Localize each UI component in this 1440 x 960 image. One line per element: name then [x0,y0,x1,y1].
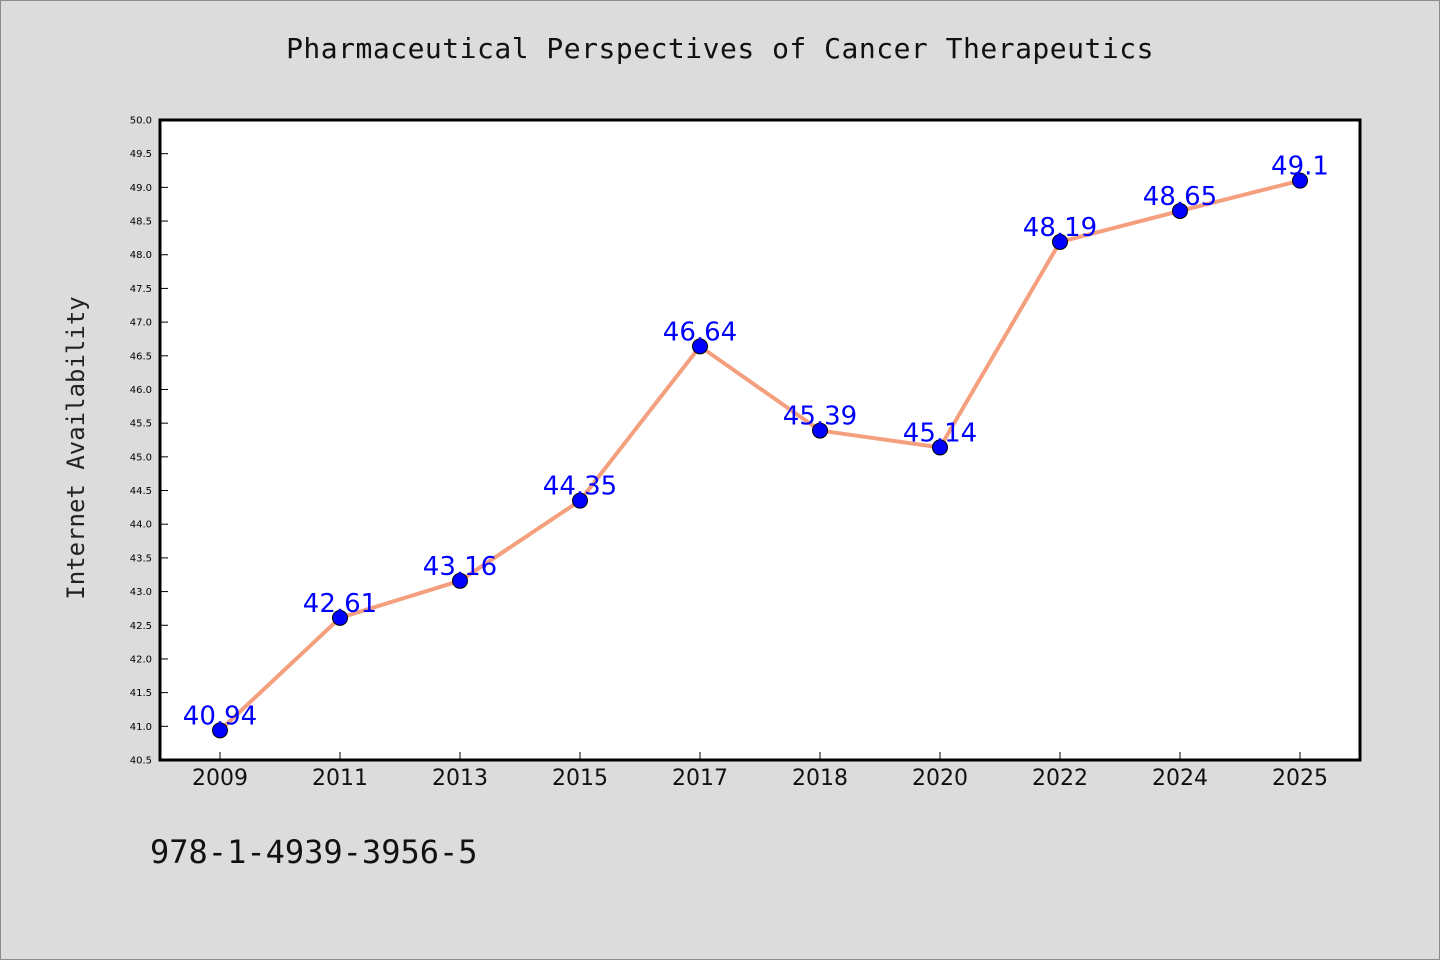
data-point [1292,172,1308,189]
x-axis: 2009 2011 2013 2015 2017 2018 2020 2022 2024 2025 [192,752,1328,791]
data-label: 48.19 [1023,213,1097,243]
y-tick-label: 43.5 [130,553,152,564]
x-tick-label: 2020 [912,766,968,791]
y-tick-label: 50.0 [130,116,152,127]
y-tick-label: 47.0 [130,318,152,329]
y-tick-label: 42.5 [130,621,152,632]
x-tick-label: 2013 [432,766,488,791]
y-tick-label: 41.5 [130,688,152,699]
data-label: 45.39 [783,402,857,432]
x-tick-label: 2017 [672,766,728,791]
data-label: 45.14 [903,418,977,448]
data-point [692,338,708,355]
x-tick-label: 2025 [1272,766,1328,791]
data-point [212,722,228,739]
y-tick-label: 49.0 [130,183,152,194]
y-tick-label: 44.5 [130,486,152,497]
footer-isbn: 978-1-4939-3956-5 [150,833,478,871]
y-axis: 40.5 41.0 41.5 42.0 42.5 43.0 43.5 44.0 44.5 45.0… [130,116,168,767]
y-tick-label: 41.0 [130,722,152,733]
data-point [332,609,348,626]
x-tick-label: 2024 [1152,766,1208,791]
plot-area [158,118,1362,762]
y-tick-label: 42.0 [130,654,152,665]
data-label: 40.94 [183,701,257,731]
data-label: 43.16 [423,552,497,582]
data-label: 46.64 [663,317,737,347]
data-label: 48.65 [1143,182,1217,212]
y-tick-label: 45.0 [130,452,152,463]
x-tick-label: 2022 [1032,766,1088,791]
data-point [812,422,828,439]
data-labels: 40.94 42.61 43.16 44.35 46.64 45.39 45.14 48.19… [183,152,1329,732]
y-tick-label: 48.5 [130,217,152,228]
y-tick-label: 46.0 [130,385,152,396]
y-tick-label: 40.5 [130,756,152,767]
y-tick-label: 47.5 [130,284,152,295]
x-tick-label: 2011 [312,766,368,791]
x-tick-label: 2015 [552,766,608,791]
data-point [452,572,468,589]
y-tick-label: 49.5 [130,149,152,160]
data-label: 49.1 [1271,152,1329,182]
data-point [572,492,588,509]
series-layer [212,172,1308,739]
data-label: 44.35 [543,472,617,502]
data-point [1052,233,1068,250]
data-label: 42.61 [303,589,377,619]
series-line [218,178,1302,733]
x-tick-label: 2018 [792,766,848,791]
chart-title: Pharmaceutical Perspectives of Cancer Th… [286,32,1154,65]
y-tick-label: 43.0 [130,587,152,598]
data-point [1172,202,1188,219]
y-tick-label: 45.5 [130,419,152,430]
y-tick-label: 46.5 [130,351,152,362]
y-tick-label: 44.0 [130,520,152,531]
x-tick-label: 2009 [192,766,248,791]
y-tick-label: 48.0 [130,250,152,261]
data-point [932,439,948,456]
